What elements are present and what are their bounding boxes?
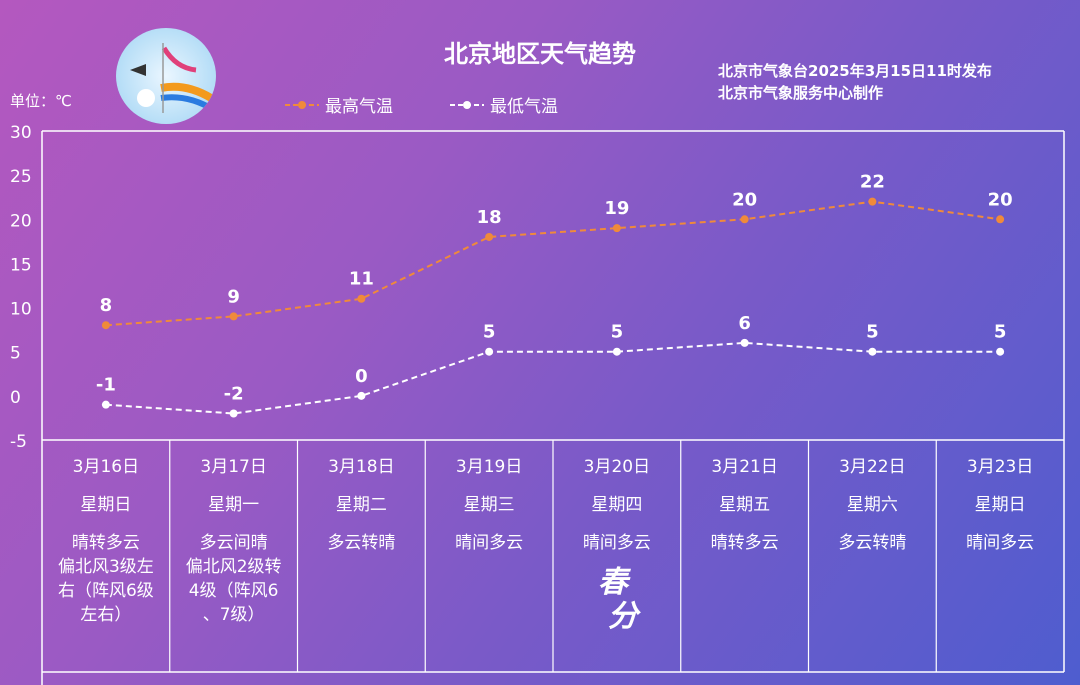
table-date: 3月18日 [328,457,394,477]
table-wind: 右（阵风6级 [58,581,154,601]
data-point-high [485,232,494,241]
data-point-low [101,400,110,409]
table-wind: 偏北风2级转 [186,557,282,577]
table-date: 3月22日 [839,457,905,477]
producer-line: 北京市气象服务中心制作 [718,84,884,102]
table-wind: 、7级） [203,605,265,625]
y-tick-label: 10 [10,300,32,320]
table-weather: 晴间多云 [966,533,1034,553]
data-label-high: 20 [988,189,1013,210]
table-date: 3月17日 [200,457,266,477]
publisher-line: 北京市气象台2025年3月15日11时发布 [718,62,992,80]
data-label-low: 5 [611,322,624,343]
data-label-low: 5 [866,322,879,343]
table-weekday: 星期一 [208,495,259,515]
table-weather: 多云间晴 [200,533,268,553]
legend-high-label: 最高气温 [325,97,393,117]
legend-high: 最高气温 [285,92,393,117]
data-label-low: 0 [355,366,368,387]
table-date: 3月19日 [456,457,522,477]
data-label-low: 6 [738,313,751,334]
table-weekday: 星期三 [464,495,515,515]
y-tick-label: 0 [10,388,21,408]
data-point-low [996,347,1005,356]
data-point-high [740,215,749,224]
table-weather: 多云转晴 [838,533,906,553]
series-line-low [105,341,1001,415]
y-tick-label: -5 [10,432,27,452]
table-weekday: 星期五 [719,495,770,515]
y-tick-label: 25 [10,167,32,187]
data-label-high: 11 [349,269,374,290]
table-weekday: 星期日 [975,495,1026,515]
data-label-high: 20 [732,189,757,210]
table-weather: 晴转多云 [711,533,779,553]
table-wind: 偏北风3级左 [58,557,154,577]
data-point-high [612,224,621,233]
data-label-high: 9 [227,286,240,307]
data-label-high: 8 [100,295,113,316]
table-weekday: 星期日 [80,495,131,515]
table-weekday: 星期四 [591,495,642,515]
table-weather: 多云转晴 [327,533,395,553]
legend-low-label: 最低气温 [490,97,558,117]
table-wind: 左右） [80,605,131,625]
data-point-low [740,338,749,347]
data-point-low [868,347,877,356]
data-label-low: 5 [483,322,496,343]
table-weather: 晴间多云 [583,533,651,553]
solar-term-note: 春 [598,565,632,600]
table-weather: 晴间多云 [455,533,523,553]
data-label-low: -2 [224,384,244,405]
solar-term-note: 分 [608,599,642,634]
data-point-low [357,391,366,400]
table-wind: 4级（阵风6 [189,581,279,601]
data-point-high [101,321,110,330]
legend-high-marker [285,100,319,109]
y-tick-label: 5 [10,344,21,364]
meteorological-service-logo [116,28,216,124]
chart-title: 北京地区天气趋势 [444,40,636,68]
data-point-high [996,215,1005,224]
data-label-low: -1 [96,375,116,396]
legend-low: 最低气温 [450,92,558,117]
y-tick-label: 20 [10,211,32,231]
table-date: 3月23日 [967,457,1033,477]
publisher-info: 北京市气象台2025年3月15日11时发布 北京市气象服务中心制作 [718,60,992,104]
table-date: 3月21日 [711,457,777,477]
data-label-high: 19 [604,198,629,219]
legend-low-marker [450,100,484,109]
series-line-high [105,200,1001,327]
table-date: 3月20日 [584,457,650,477]
data-label-high: 18 [477,207,502,228]
data-point-high [229,312,238,321]
y-tick-label: 15 [10,255,32,275]
y-tick-label: 30 [10,123,32,143]
data-point-low [229,409,238,418]
data-point-high [357,294,366,303]
table-weekday: 星期二 [336,495,387,515]
data-point-low [485,347,494,356]
table-weekday: 星期六 [847,495,898,515]
data-label-low: 5 [994,322,1007,343]
table-weather: 晴转多云 [72,533,140,553]
data-label-high: 22 [860,172,885,193]
data-point-low [612,347,621,356]
unit-label: 单位：℃ [10,92,72,110]
data-point-high [868,197,877,206]
table-date: 3月16日 [73,457,139,477]
